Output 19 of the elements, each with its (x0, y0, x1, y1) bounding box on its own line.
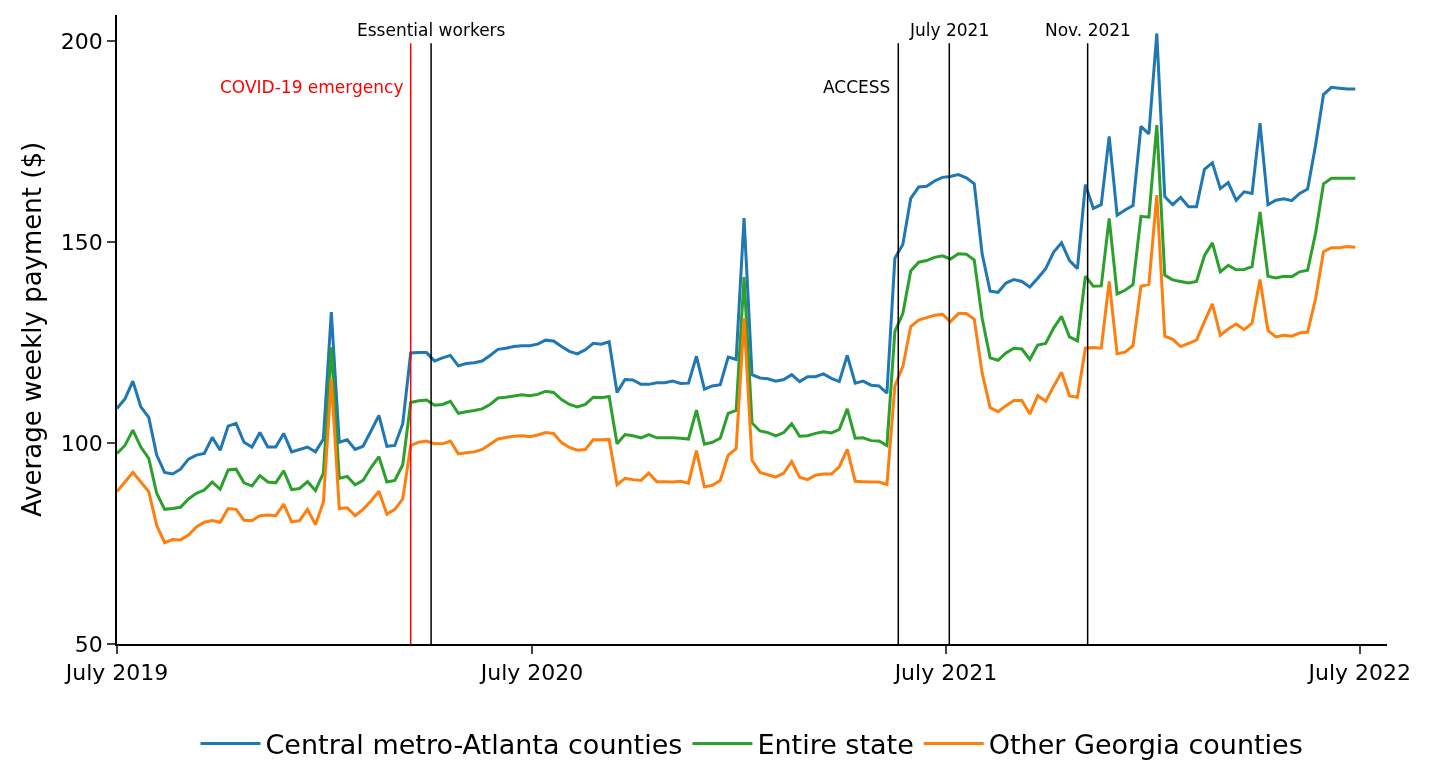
ref-line-label: ACCESS (823, 77, 891, 97)
y-tick-label: 150 (60, 229, 103, 255)
x-tick-label: July 2020 (478, 660, 584, 686)
ref-line-label: Nov. 2021 (1045, 20, 1131, 40)
y-tick-label: 50 (74, 631, 103, 657)
ref-line-label: Essential workers (357, 20, 506, 40)
y-tick-label: 100 (60, 430, 103, 456)
y-tick-label: 200 (60, 28, 103, 54)
x-tick-label: July 2021 (892, 660, 998, 686)
ref-line-label: July 2021 (909, 20, 990, 40)
x-tick-label: July 2022 (1306, 660, 1412, 686)
ref-line-label: COVID-19 emergency (220, 77, 404, 97)
legend-label: Central metro-Atlanta counties (265, 729, 683, 761)
line-series (117, 193, 1357, 545)
y-axis-title: Average weekly payment ($) (16, 141, 47, 518)
line-series (117, 123, 1357, 511)
legend-label: Entire state (757, 729, 914, 761)
legend-label: Other Georgia counties (988, 729, 1303, 761)
x-tick-label: July 2019 (63, 660, 169, 686)
